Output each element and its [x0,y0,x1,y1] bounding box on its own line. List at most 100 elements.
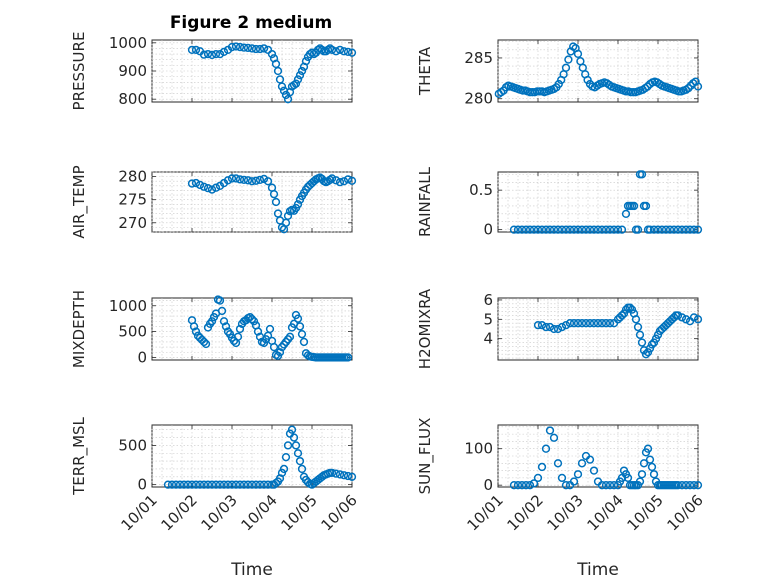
data-point [239,175,249,185]
data-point [577,319,587,328]
data-point [175,480,185,489]
data-point [635,477,645,486]
data-point [331,469,341,478]
y-axis-label: H2OMIXRA [416,288,434,369]
data-point [564,55,573,64]
y-axis-label: SUN_FLUX [416,418,435,495]
data-point [605,319,615,328]
y-axis-label: AIR_TEMP [70,165,89,238]
data-point [271,478,281,488]
data-point [293,75,303,84]
data-point [231,480,241,489]
data-point [235,175,245,184]
data-series [509,426,703,490]
x-tick-label: 10/06 [664,491,707,534]
data-point [235,480,245,489]
data-point [617,225,627,234]
data-point [343,471,353,481]
data-point [529,225,539,234]
data-point [255,44,265,54]
axes-frame [497,171,699,233]
y-tick-label: 4 [483,330,493,348]
data-point [199,182,209,191]
x-tick-label: 10/02 [504,491,547,534]
x-tick-label: 10/01 [464,491,507,534]
x-tick-label: 10/06 [318,491,361,534]
data-point [645,455,655,464]
data-point [263,480,273,489]
data-point [247,480,257,489]
data-point [199,480,209,489]
data-point [553,459,563,468]
data-point [585,225,595,234]
data-point [259,44,269,53]
x-axis-label: Time [230,560,273,580]
data-point [211,480,221,489]
data-point [195,180,205,190]
data-point [554,79,563,89]
x-tick-label: 10/03 [198,491,241,534]
data-point [643,82,652,91]
data-point [187,480,197,489]
data-point [629,201,639,211]
data-point [227,174,237,183]
data-point [553,324,563,334]
data-point [684,83,693,93]
data-point [521,225,531,234]
data-point [601,319,611,328]
data-point [287,425,297,434]
data-point [537,320,547,330]
data-point [589,319,599,328]
data-point [295,456,305,466]
data-point [187,45,197,55]
data-point [347,472,357,481]
x-tick-label: 10/03 [544,491,587,534]
data-point [223,480,233,489]
data-point [293,200,303,209]
subplot-rainfall: 0 0.5 RAINFALL [416,166,703,239]
data-point [681,315,691,324]
data-point [677,481,687,490]
data-point [681,481,691,490]
data-series [509,170,703,234]
data-point [275,348,285,357]
data-point [291,441,301,450]
data-point [187,179,197,188]
data-point [677,313,687,322]
data-point [339,47,349,56]
data-point [637,170,647,179]
y-axis-label: THETA [416,46,434,96]
data-point [207,50,217,60]
y-tick-label: 500 [118,323,147,341]
data-point [271,59,281,69]
data-point [689,225,699,234]
data-point [289,433,299,442]
data-point [605,481,615,490]
data-point [297,330,307,339]
data-point [633,225,643,234]
subplot-theta: 280 285 THETA [416,39,703,108]
x-tick-label: 10/01 [118,491,161,534]
data-point [533,225,543,234]
data-point [297,66,307,76]
data-point [593,225,603,234]
data-point [641,350,651,359]
data-series [187,295,353,362]
data-point [191,327,201,336]
data-point [533,320,543,330]
grid-lines [497,172,699,232]
data-point [637,470,647,479]
data-point [231,174,241,183]
axes-frame [497,424,699,488]
data-point [263,177,273,186]
data-point [295,322,305,331]
data-point [233,332,243,341]
data-point [693,315,703,324]
data-point [529,479,539,488]
data-point [227,480,237,489]
data-point [239,480,249,489]
x-tick-label: 10/04 [584,491,627,534]
data-point [231,42,241,51]
